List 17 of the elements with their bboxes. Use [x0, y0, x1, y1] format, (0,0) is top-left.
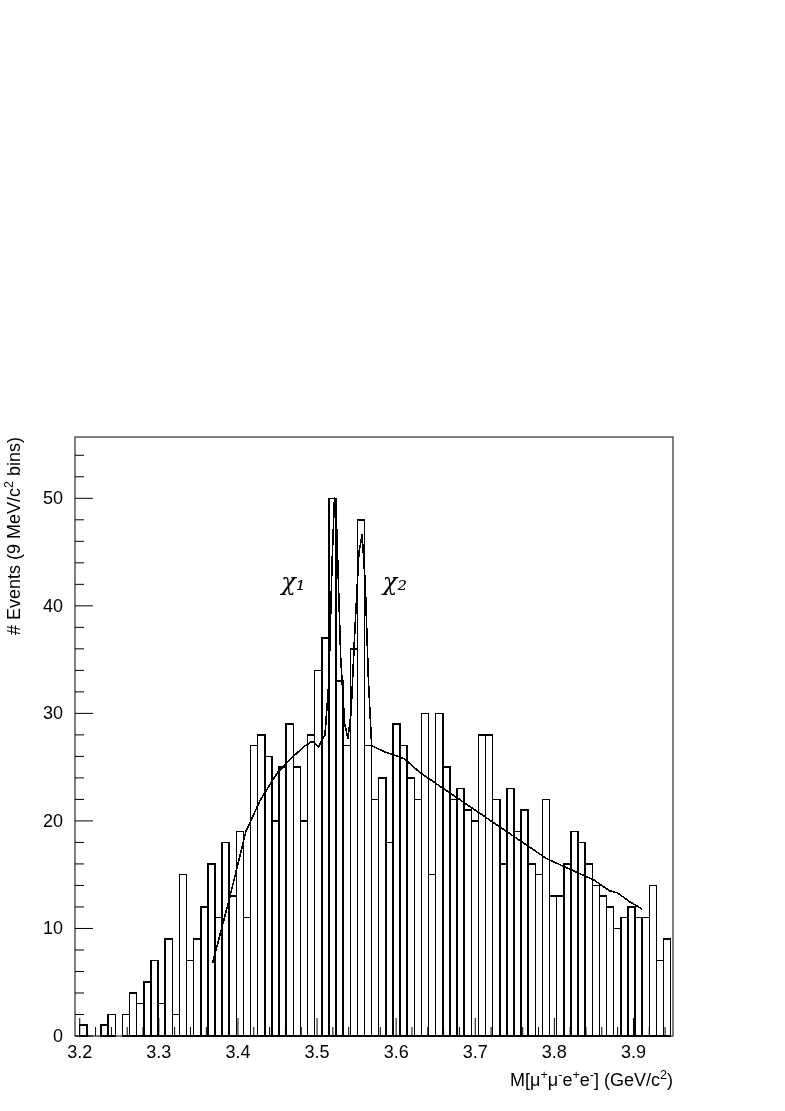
x-tick-label: 3.6	[383, 1042, 409, 1062]
y-tick-label: 30	[42, 703, 63, 724]
x-tick-label: 3.7	[462, 1042, 488, 1062]
x-tick-label: 3.3	[146, 1042, 172, 1062]
x-tick-label: 3.4	[225, 1042, 251, 1062]
x-tick-label: 3.9	[620, 1042, 646, 1062]
text: M[μ$^{+}$μ$^{-}$e$^{+}$e$^{-}$] (GeV/c$^{2}$)	[510, 1068, 673, 1090]
annotation: χ₂	[380, 567, 408, 596]
y-tick-label: 40	[42, 595, 63, 616]
x-tick-label: 3.2	[67, 1042, 93, 1062]
y-tick-label: 0	[52, 1026, 63, 1046]
y-tick-label: 20	[42, 810, 63, 831]
x-tick-label: 3.5	[304, 1042, 330, 1062]
annotation: χ₁	[279, 567, 306, 596]
y-tick-label: 50	[42, 488, 63, 509]
y-tick-label: 10	[42, 918, 63, 939]
x-tick-label: 3.8	[541, 1042, 567, 1062]
